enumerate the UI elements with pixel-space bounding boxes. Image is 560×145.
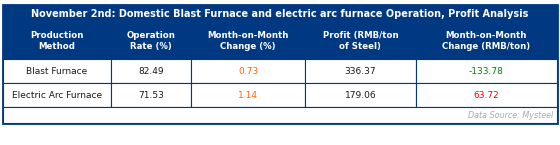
Text: 336.37: 336.37 bbox=[344, 67, 376, 76]
Bar bbox=[192, 23, 305, 59]
Text: 71.53: 71.53 bbox=[138, 90, 164, 99]
Text: 82.49: 82.49 bbox=[138, 67, 164, 76]
Bar bbox=[3, 5, 557, 23]
Text: 0.73: 0.73 bbox=[238, 67, 258, 76]
Text: Operation
Rate (%): Operation Rate (%) bbox=[127, 31, 176, 51]
Bar bbox=[192, 59, 305, 83]
Bar bbox=[416, 23, 557, 59]
Bar bbox=[111, 59, 192, 83]
Bar bbox=[192, 83, 305, 107]
Text: Blast Furnace: Blast Furnace bbox=[26, 67, 87, 76]
Text: Profit (RMB/ton
of Steel): Profit (RMB/ton of Steel) bbox=[323, 31, 398, 51]
Bar bbox=[305, 23, 416, 59]
Bar bbox=[3, 5, 557, 123]
Text: Data Source: Mysteel: Data Source: Mysteel bbox=[468, 110, 553, 119]
Bar bbox=[111, 83, 192, 107]
Text: Month-on-Month
Change (%): Month-on-Month Change (%) bbox=[207, 31, 289, 51]
Text: November 2nd: Domestic Blast Furnace and electric arc furnace Operation, Profit : November 2nd: Domestic Blast Furnace and… bbox=[31, 9, 529, 19]
Bar bbox=[416, 83, 557, 107]
Bar bbox=[3, 59, 111, 83]
Text: 179.06: 179.06 bbox=[344, 90, 376, 99]
Bar bbox=[3, 23, 111, 59]
Bar bbox=[3, 107, 557, 123]
Bar bbox=[305, 59, 416, 83]
Text: 63.72: 63.72 bbox=[474, 90, 500, 99]
Bar bbox=[111, 23, 192, 59]
Text: Month-on-Month
Change (RMB/ton): Month-on-Month Change (RMB/ton) bbox=[442, 31, 530, 51]
Text: Production
Method: Production Method bbox=[30, 31, 83, 51]
Text: 1.14: 1.14 bbox=[238, 90, 258, 99]
Bar bbox=[416, 59, 557, 83]
Bar bbox=[305, 83, 416, 107]
Text: Electric Arc Furnace: Electric Arc Furnace bbox=[12, 90, 102, 99]
Bar bbox=[3, 83, 111, 107]
Text: -133.78: -133.78 bbox=[469, 67, 504, 76]
